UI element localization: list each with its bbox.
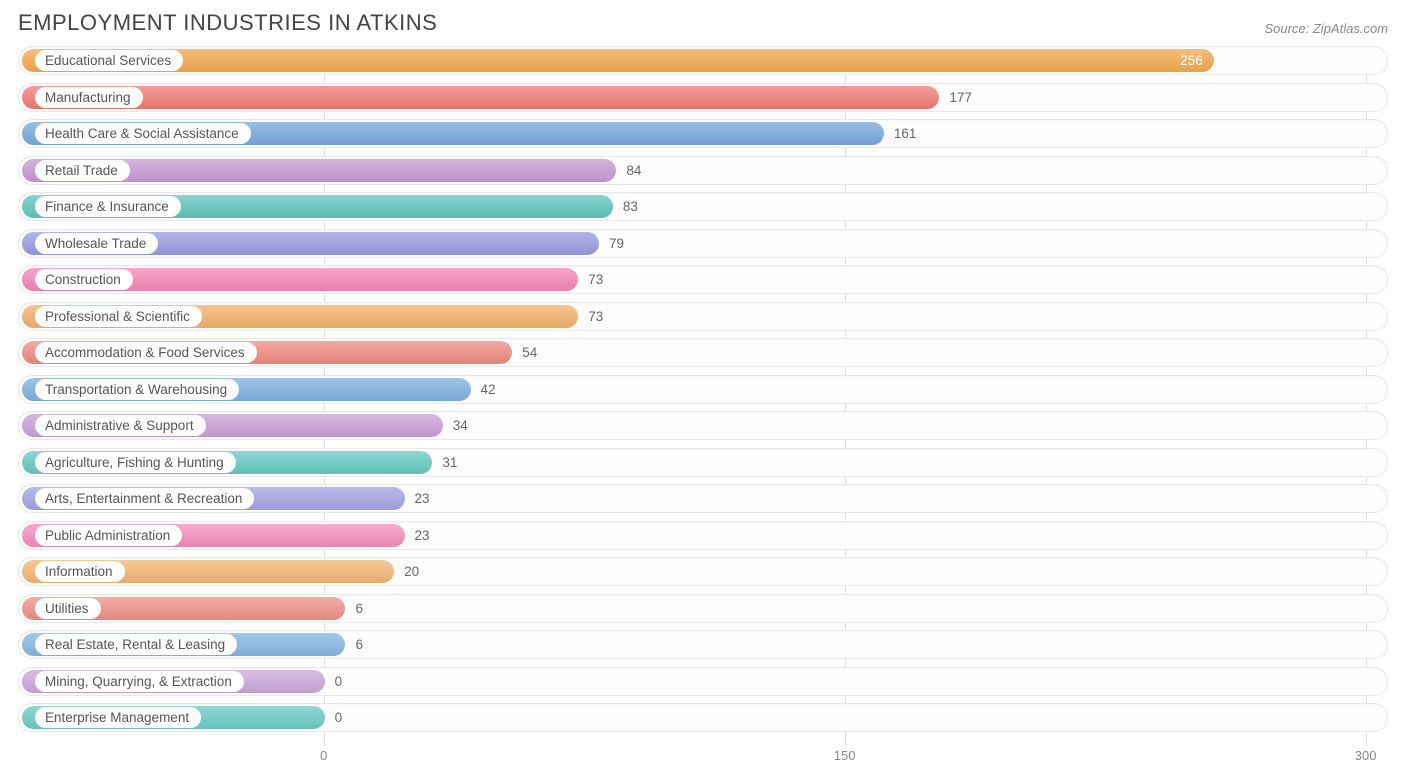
bar-label: Finance & Insurance xyxy=(35,196,181,217)
bar-row: Mining, Quarrying, & Extraction 0 xyxy=(18,667,1388,696)
bar-row: Professional & Scientific 73 xyxy=(18,302,1388,331)
bar-label: Health Care & Social Assistance xyxy=(35,123,251,144)
bar-label: Accommodation & Food Services xyxy=(35,342,257,363)
bar-value: 6 xyxy=(355,631,363,658)
bar-value: 73 xyxy=(588,266,603,293)
axis-tick: 0 xyxy=(320,748,327,763)
bars-container: Educational Services 256 Manufacturing 177 H… xyxy=(18,46,1388,746)
bar-value: 0 xyxy=(335,668,343,695)
bar-label: Arts, Entertainment & Recreation xyxy=(35,488,254,509)
bar-label: Public Administration xyxy=(35,525,182,546)
bar-row: Transportation & Warehousing 42 xyxy=(18,375,1388,404)
bar-value: 23 xyxy=(415,522,430,549)
bar-label: Wholesale Trade xyxy=(35,233,158,254)
chart-source: Source: ZipAtlas.com xyxy=(1264,21,1388,36)
bar-row: Accommodation & Food Services 54 xyxy=(18,338,1388,367)
bar-value: 83 xyxy=(623,193,638,220)
bar-row: Educational Services 256 xyxy=(18,46,1388,75)
bar-label: Professional & Scientific xyxy=(35,306,202,327)
bar-value: 6 xyxy=(355,595,363,622)
bar-label: Administrative & Support xyxy=(35,415,206,436)
chart-title: EMPLOYMENT INDUSTRIES IN ATKINS xyxy=(18,10,437,36)
bar-label: Mining, Quarrying, & Extraction xyxy=(35,671,244,692)
bar-label: Retail Trade xyxy=(35,160,130,181)
bar-row: Administrative & Support 34 xyxy=(18,411,1388,440)
bar-row: Information 20 xyxy=(18,557,1388,586)
axis-tick: 150 xyxy=(834,748,856,763)
bar-row: Health Care & Social Assistance 161 xyxy=(18,119,1388,148)
bar-value: 20 xyxy=(404,558,419,585)
bar-row: Arts, Entertainment & Recreation 23 xyxy=(18,484,1388,513)
bar-row: Retail Trade 84 xyxy=(18,156,1388,185)
bar-row: Public Administration 23 xyxy=(18,521,1388,550)
bar-value: 42 xyxy=(481,376,496,403)
bar-label: Enterprise Management xyxy=(35,707,201,728)
bar-value: 84 xyxy=(626,157,641,184)
bar-value: 0 xyxy=(335,704,343,731)
bar-row: Wholesale Trade 79 xyxy=(18,229,1388,258)
bar-value: 23 xyxy=(415,485,430,512)
axis-tick: 300 xyxy=(1355,748,1377,763)
bar-value: 256 xyxy=(1180,47,1203,74)
chart-area: Educational Services 256 Manufacturing 177 H… xyxy=(18,46,1388,746)
bar-label: Utilities xyxy=(35,598,101,619)
bar-label: Information xyxy=(35,561,125,582)
bar-row: Enterprise Management 0 xyxy=(18,703,1388,732)
bar-row: Agriculture, Fishing & Hunting 31 xyxy=(18,448,1388,477)
bar-value: 34 xyxy=(453,412,468,439)
bar-label: Construction xyxy=(35,269,133,290)
bar-label: Manufacturing xyxy=(35,87,143,108)
bar-row: Construction 73 xyxy=(18,265,1388,294)
bar-value: 161 xyxy=(894,120,917,147)
bar-label: Agriculture, Fishing & Hunting xyxy=(35,452,236,473)
bar-value: 54 xyxy=(522,339,537,366)
chart-header: EMPLOYMENT INDUSTRIES IN ATKINS Source: … xyxy=(18,10,1388,36)
bar xyxy=(22,49,1214,72)
x-axis: 0 150 300 xyxy=(18,748,1388,768)
bar-row: Utilities 6 xyxy=(18,594,1388,623)
bar-label: Educational Services xyxy=(35,50,183,71)
bar-label: Real Estate, Rental & Leasing xyxy=(35,634,237,655)
bar-value: 177 xyxy=(949,84,972,111)
bar-row: Finance & Insurance 83 xyxy=(18,192,1388,221)
bar xyxy=(22,86,939,109)
bar-value: 31 xyxy=(442,449,457,476)
bar-row: Real Estate, Rental & Leasing 6 xyxy=(18,630,1388,659)
bar-value: 79 xyxy=(609,230,624,257)
bar-row: Manufacturing 177 xyxy=(18,83,1388,112)
bar-value: 73 xyxy=(588,303,603,330)
bar-label: Transportation & Warehousing xyxy=(35,379,239,400)
